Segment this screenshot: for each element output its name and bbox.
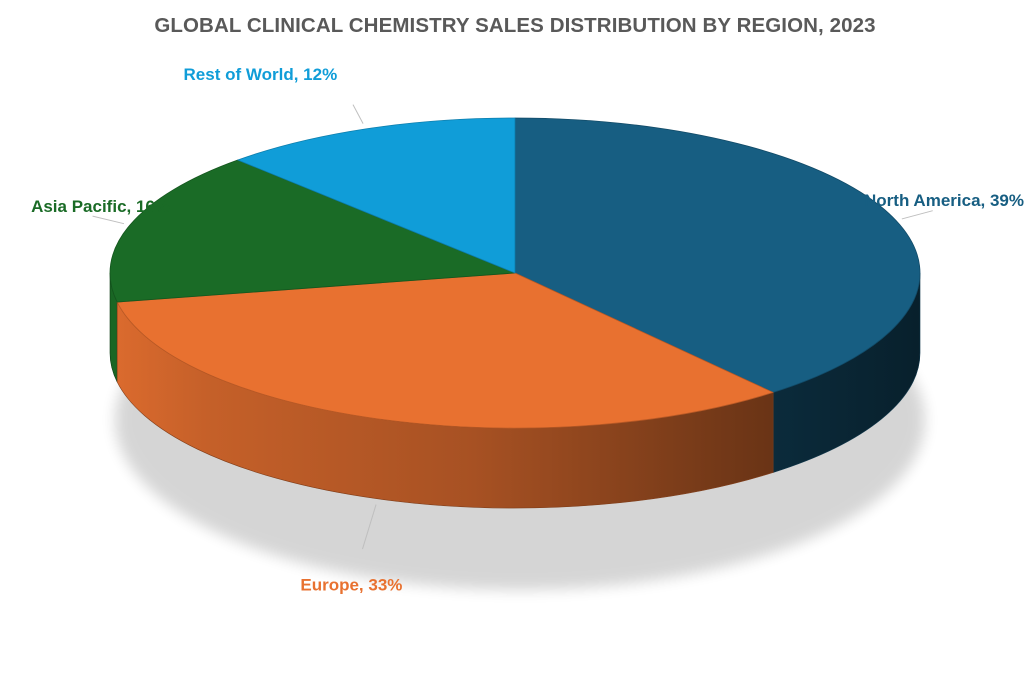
chart-title: GLOBAL CLINICAL CHEMISTRY SALES DISTRIBU…	[154, 14, 876, 37]
pie-slice-north-america	[514, 117, 921, 393]
slice-label-north-america: North America, 39%	[864, 191, 1024, 210]
leader-line-europe	[362, 504, 377, 550]
slice-label-rest-of-world: Rest of World, 12%	[184, 65, 338, 84]
slice-label-europe: Europe, 33%	[300, 575, 402, 594]
slice-label-asia-pacific: Asia Pacific, 16%	[31, 197, 170, 216]
leader-line-rest-of-world	[352, 104, 364, 124]
leader-line-asia-pacific	[92, 215, 125, 225]
leader-line-north-america	[901, 210, 933, 220]
pie-slice-rest-of-world	[237, 117, 516, 274]
pie-slice-europe	[116, 272, 774, 429]
pie-slice-asia-pacific	[109, 159, 516, 303]
